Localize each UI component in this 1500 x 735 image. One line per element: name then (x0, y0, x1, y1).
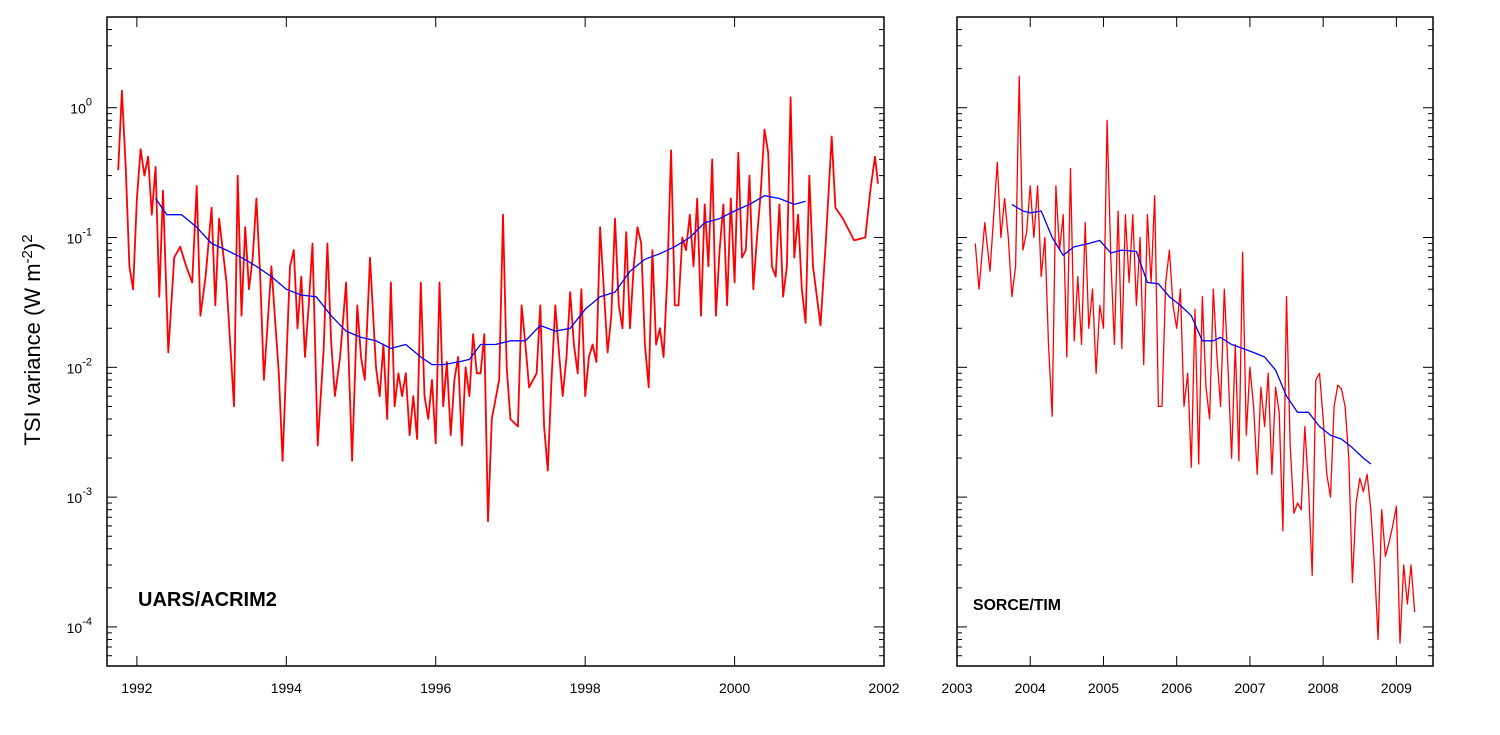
y-tick-label: 10-3 (67, 486, 92, 506)
y-tick-label-base: 10 (67, 620, 83, 636)
y-axis-label-sup2: 2 (19, 234, 36, 242)
right-plot-frame (956, 16, 1434, 667)
left-series-group (117, 89, 879, 523)
y-axis-label-sup1: -2 (19, 250, 36, 263)
right-x-tick-label: 2007 (1234, 680, 1265, 696)
right-x-tick-label: 2008 (1308, 680, 1339, 696)
y-tick-label-exp: -1 (82, 227, 92, 239)
y-tick-label-exp: -3 (82, 486, 92, 498)
y-tick-label-base: 10 (67, 360, 83, 376)
left-x-tick-label: 1992 (121, 680, 152, 696)
y-tick-label-exp: 0 (86, 97, 92, 109)
right-x-tick-label: 2004 (1015, 680, 1046, 696)
panel-uars-acrim2: 1992 1994 1996 1998 2000 200210010-110-210-31… (67, 16, 900, 696)
left-x-tick-label: 2000 (719, 680, 750, 696)
y-tick-label: 10-2 (67, 356, 92, 376)
right-x-tick-label: 2003 (941, 680, 972, 696)
left-variance-line (117, 89, 879, 523)
left-plot-frame (106, 16, 885, 667)
right-x-tick-label: 2005 (1088, 680, 1119, 696)
y-tick-label-exp: -4 (82, 616, 92, 628)
y-tick-label-base: 10 (67, 231, 83, 247)
y-tick-label-base: 10 (70, 101, 86, 117)
left-axis-ticks: 1992 1994 1996 1998 2000 200210010-110-210-31… (67, 16, 900, 696)
y-tick-label-base: 10 (67, 490, 83, 506)
left-x-tick-label: 1994 (271, 680, 302, 696)
y-tick-label-exp: -2 (82, 356, 92, 368)
y-tick-label: 10-4 (67, 616, 92, 636)
left-x-tick-label: 1998 (570, 680, 601, 696)
y-tick-label: 10-1 (67, 227, 92, 247)
left-smoothed-line (155, 195, 806, 366)
y-tick-label: 100 (70, 97, 92, 117)
right-x-tick-label: 2006 (1161, 680, 1192, 696)
panel-label-sorce-tim: SORCE/TIM (973, 597, 1061, 614)
panel-label-uars-acrim2: UARS/ACRIM2 (138, 589, 277, 611)
right-variance-line (974, 75, 1416, 644)
right-smoothed-line (1011, 203, 1372, 465)
panel-sorce-tim: 2003 2004 2005 2006 2007 2008 2009 SORCE/TIM (941, 16, 1434, 696)
right-series-group (974, 75, 1416, 644)
right-axis-ticks: 2003 2004 2005 2006 2007 2008 2009 (941, 16, 1433, 696)
y-axis-label-close: ) (20, 243, 45, 250)
y-axis-label-text: TSI variance (W m (20, 263, 45, 445)
y-axis-label: TSI variance (W m-2)2 (19, 234, 46, 445)
left-x-tick-label: 2002 (868, 680, 899, 696)
right-x-tick-label: 2009 (1381, 680, 1412, 696)
left-x-tick-label: 1996 (420, 680, 451, 696)
